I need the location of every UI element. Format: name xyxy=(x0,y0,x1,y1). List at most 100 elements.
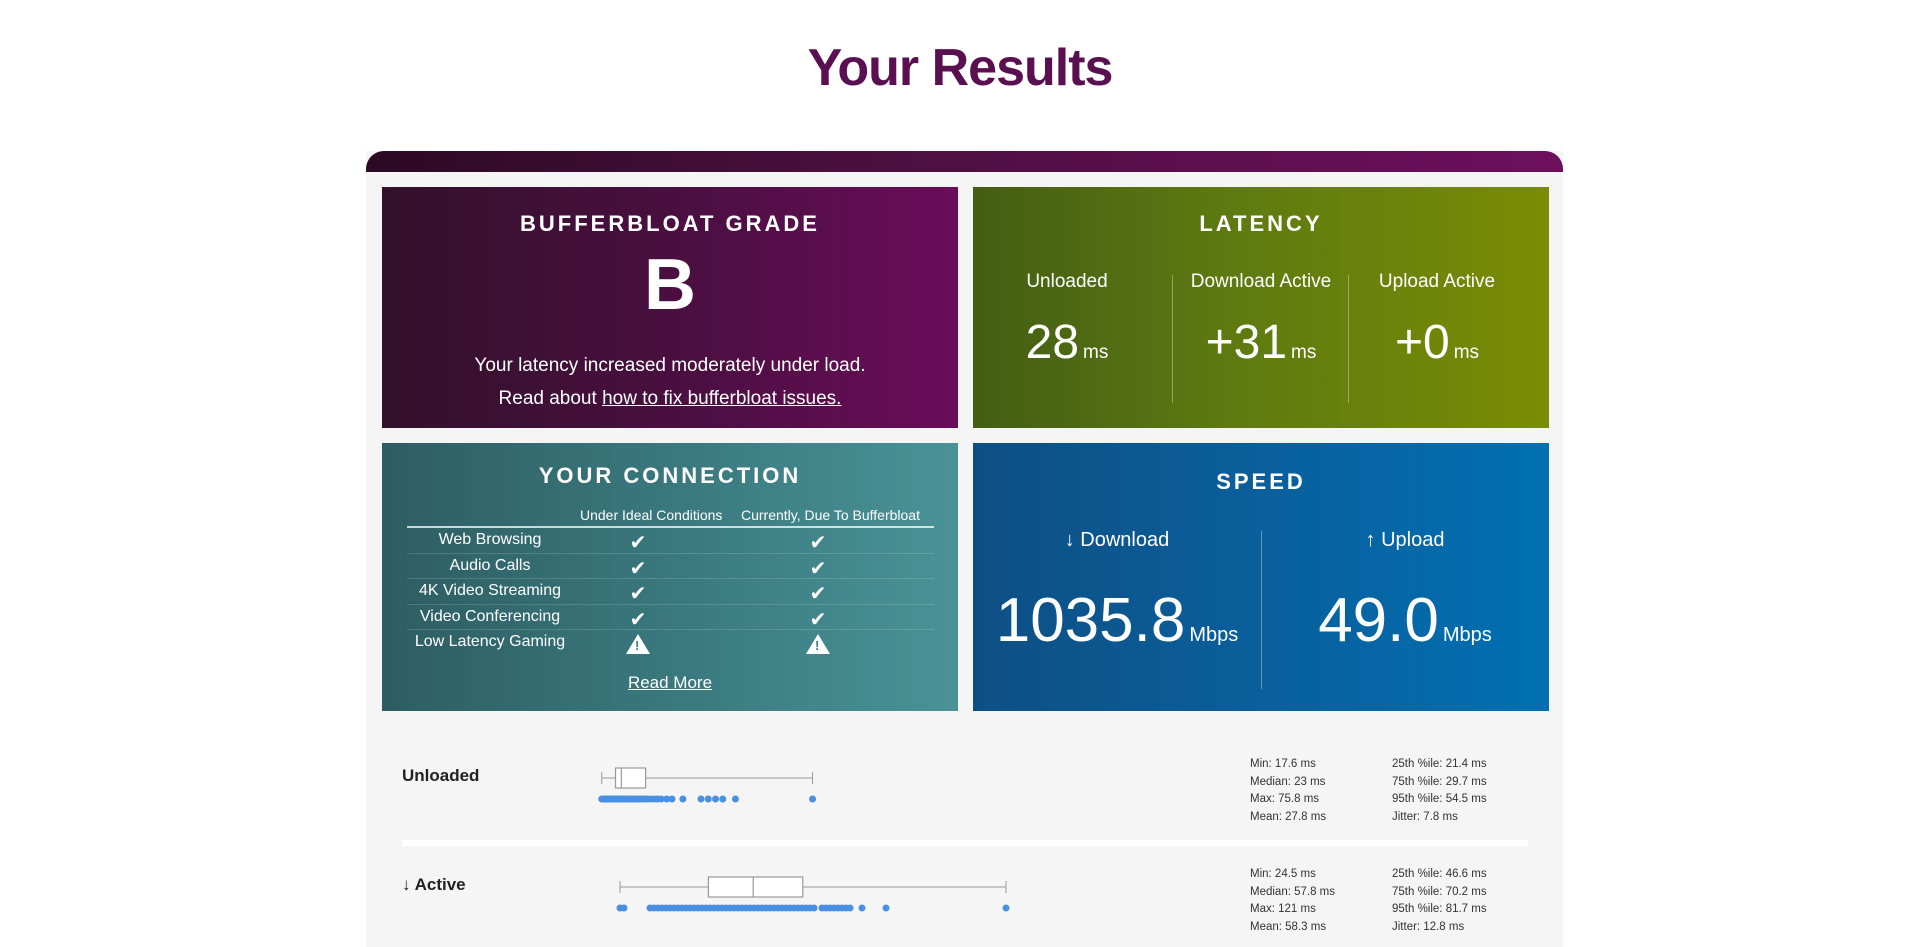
latency-divider xyxy=(1348,275,1349,403)
checkmark-icon: ✔ xyxy=(629,532,647,554)
warning-triangle-icon xyxy=(626,634,650,654)
connection-activity-name: Web Browsing xyxy=(438,531,542,548)
latency-unloaded-unit: ms xyxy=(1083,342,1109,363)
latency-download-active-value: +31 ms xyxy=(1173,315,1349,381)
grade-read-about: Read about how to fix bufferbloat issues… xyxy=(382,382,958,415)
read-about-prefix: Read about xyxy=(498,388,603,409)
connection-table-header: Under Ideal Conditions Currently, Due To… xyxy=(407,503,934,528)
stat-min: Min: 24.5 ms xyxy=(1250,868,1316,880)
results-header-bar xyxy=(366,151,1563,172)
checkmark-icon: ✔ xyxy=(809,532,827,554)
connection-activity-name: Low Latency Gaming xyxy=(414,633,566,650)
unloaded-stats-right: 25th %ile: 21.4 ms 75th %ile: 29.7 ms 95… xyxy=(1392,756,1487,826)
col-current-conditions: Currently, Due To Bufferbloat xyxy=(741,507,920,523)
unloaded-distribution-label: Unloaded xyxy=(402,766,480,785)
latency-download-active: Download Active +31 ms xyxy=(1173,271,1349,401)
stat-p75: 75th %ile: 70.2 ms xyxy=(1392,885,1487,898)
distribution-separator xyxy=(402,840,1528,846)
grade-title: Bufferbloat Grade xyxy=(520,211,820,236)
read-more: Read More xyxy=(382,673,958,693)
download-active-distribution-label: ↓ Active xyxy=(402,875,466,894)
latency-download-active-label: Download Active xyxy=(1190,271,1332,292)
download-active-distribution: ↓ Active Min: 24.5 ms Median: 57.8 ms Ma… xyxy=(402,851,1528,947)
checkmark-icon: ✔ xyxy=(809,557,827,580)
speed-card: Speed ↓ Download 1035.8 Mbps ↑ Upload 49.… xyxy=(973,443,1549,711)
checkmark-icon: ✔ xyxy=(629,608,647,631)
stat-median: Median: 57.8 ms xyxy=(1250,885,1336,898)
latency-sample-point xyxy=(858,904,866,912)
latency-sample-point xyxy=(663,795,671,803)
latency-sample-point xyxy=(620,904,628,912)
iqr-box xyxy=(707,876,804,898)
latency-upload-active-number: +0 xyxy=(1394,316,1450,369)
fix-bufferbloat-link[interactable]: how to fix bufferbloat issues. xyxy=(602,388,842,409)
stat-jitter: Jitter: 7.8 ms xyxy=(1392,810,1458,823)
checkmark-icon: ✔ xyxy=(809,583,827,605)
download-unit: Mbps xyxy=(1189,624,1239,646)
latency-sample-point xyxy=(731,795,739,803)
connection-table: Under Ideal Conditions Currently, Due To… xyxy=(407,503,934,656)
iqr-box xyxy=(614,767,647,789)
unloaded-stats-left: Min: 17.6 ms Median: 23 ms Max: 75.8 ms … xyxy=(1250,756,1326,826)
connection-activity-name: Audio Calls xyxy=(449,556,531,574)
grade-description: Your latency increased moderately under … xyxy=(382,349,958,415)
stat-p95: 95th %ile: 81.7 ms xyxy=(1392,903,1487,915)
latency-sample-point xyxy=(679,795,687,803)
connection-rows: Web Browsing ✔ ✔ Audio Calls ✔ ✔ 4K Video Stre… xyxy=(407,528,934,656)
stat-max: Max: 75.8 ms xyxy=(1250,793,1320,805)
read-more-link[interactable]: Read More xyxy=(627,673,713,692)
latency-sample-point xyxy=(697,795,705,803)
latency-sample-point xyxy=(1002,904,1010,912)
latency-sample-point xyxy=(846,904,854,912)
latency-upload-active-value: +0 ms xyxy=(1349,315,1525,381)
latency-unloaded-value: 28 ms xyxy=(979,315,1155,381)
warning-icon xyxy=(618,632,658,658)
upload-value: 49.0 Mbps xyxy=(1261,586,1549,670)
connection-row: Low Latency Gaming xyxy=(407,630,934,656)
unloaded-distribution: Unloaded Min: 17.6 ms Median: 23 ms Max:… xyxy=(402,742,1528,842)
latency-unloaded-label: Unloaded xyxy=(1026,271,1108,292)
latency-upload-active: Upload Active +0 ms xyxy=(1349,271,1525,401)
grade-summary: Your latency increased moderately under … xyxy=(474,355,866,376)
connection-card: Your Connection Under Ideal Conditions C… xyxy=(382,443,958,711)
stat-p75: 75th %ile: 29.7 ms xyxy=(1392,775,1487,788)
latency-upload-active-label: Upload Active xyxy=(1378,271,1496,292)
download-active-boxplot xyxy=(616,876,1010,912)
connection-activity-name: 4K Video Streaming xyxy=(418,582,561,599)
stat-jitter: Jitter: 12.8 ms xyxy=(1392,920,1465,933)
latency-download-active-unit: ms xyxy=(1291,342,1317,363)
connection-activity-name: Video Conferencing xyxy=(419,607,561,625)
connection-row: Video Conferencing ✔ ✔ xyxy=(407,605,934,631)
latency-sample-point xyxy=(882,904,890,912)
upload-number: 49.0 xyxy=(1318,586,1439,655)
latency-title: Latency xyxy=(1199,211,1323,236)
latency-card: Latency Unloaded 28 ms Download Active +3… xyxy=(973,187,1549,428)
download-number: 1035.8 xyxy=(995,586,1186,655)
page-title: Your Results xyxy=(807,39,1114,97)
speed-title: Speed xyxy=(1216,469,1306,494)
stat-mean: Mean: 27.8 ms xyxy=(1250,810,1327,823)
latency-divider xyxy=(1172,275,1173,403)
latency-sample-point xyxy=(810,904,818,912)
warning-triangle-icon xyxy=(806,634,830,654)
checkmark-icon: ✔ xyxy=(629,557,647,580)
stat-median: Median: 23 ms xyxy=(1250,775,1326,788)
stat-p25: 25th %ile: 21.4 ms xyxy=(1392,758,1487,770)
connection-row: Web Browsing ✔ ✔ xyxy=(407,528,934,554)
grade-letter: B xyxy=(644,245,696,325)
connection-row: Audio Calls ✔ ✔ xyxy=(407,554,934,580)
latency-sample-point xyxy=(668,795,676,803)
upload-unit: Mbps xyxy=(1442,624,1492,646)
download-label: ↓ Download xyxy=(1064,529,1170,551)
speed-divider xyxy=(1261,531,1262,689)
download-active-stats-left: Min: 24.5 ms Median: 57.8 ms Max: 121 ms… xyxy=(1250,866,1335,936)
upload-label: ↑ Upload xyxy=(1365,529,1445,551)
stat-min: Min: 17.6 ms xyxy=(1250,758,1316,770)
connection-row: 4K Video Streaming ✔ ✔ xyxy=(407,579,934,605)
stat-mean: Mean: 58.3 ms xyxy=(1250,920,1327,933)
latency-upload-active-unit: ms xyxy=(1453,342,1480,363)
latency-download-active-number: +31 xyxy=(1205,316,1288,369)
checkmark-icon: ✔ xyxy=(809,608,827,631)
speed-download: ↓ Download 1035.8 Mbps xyxy=(973,529,1261,670)
download-active-stats-right: 25th %ile: 46.6 ms 75th %ile: 70.2 ms 95… xyxy=(1392,866,1487,936)
